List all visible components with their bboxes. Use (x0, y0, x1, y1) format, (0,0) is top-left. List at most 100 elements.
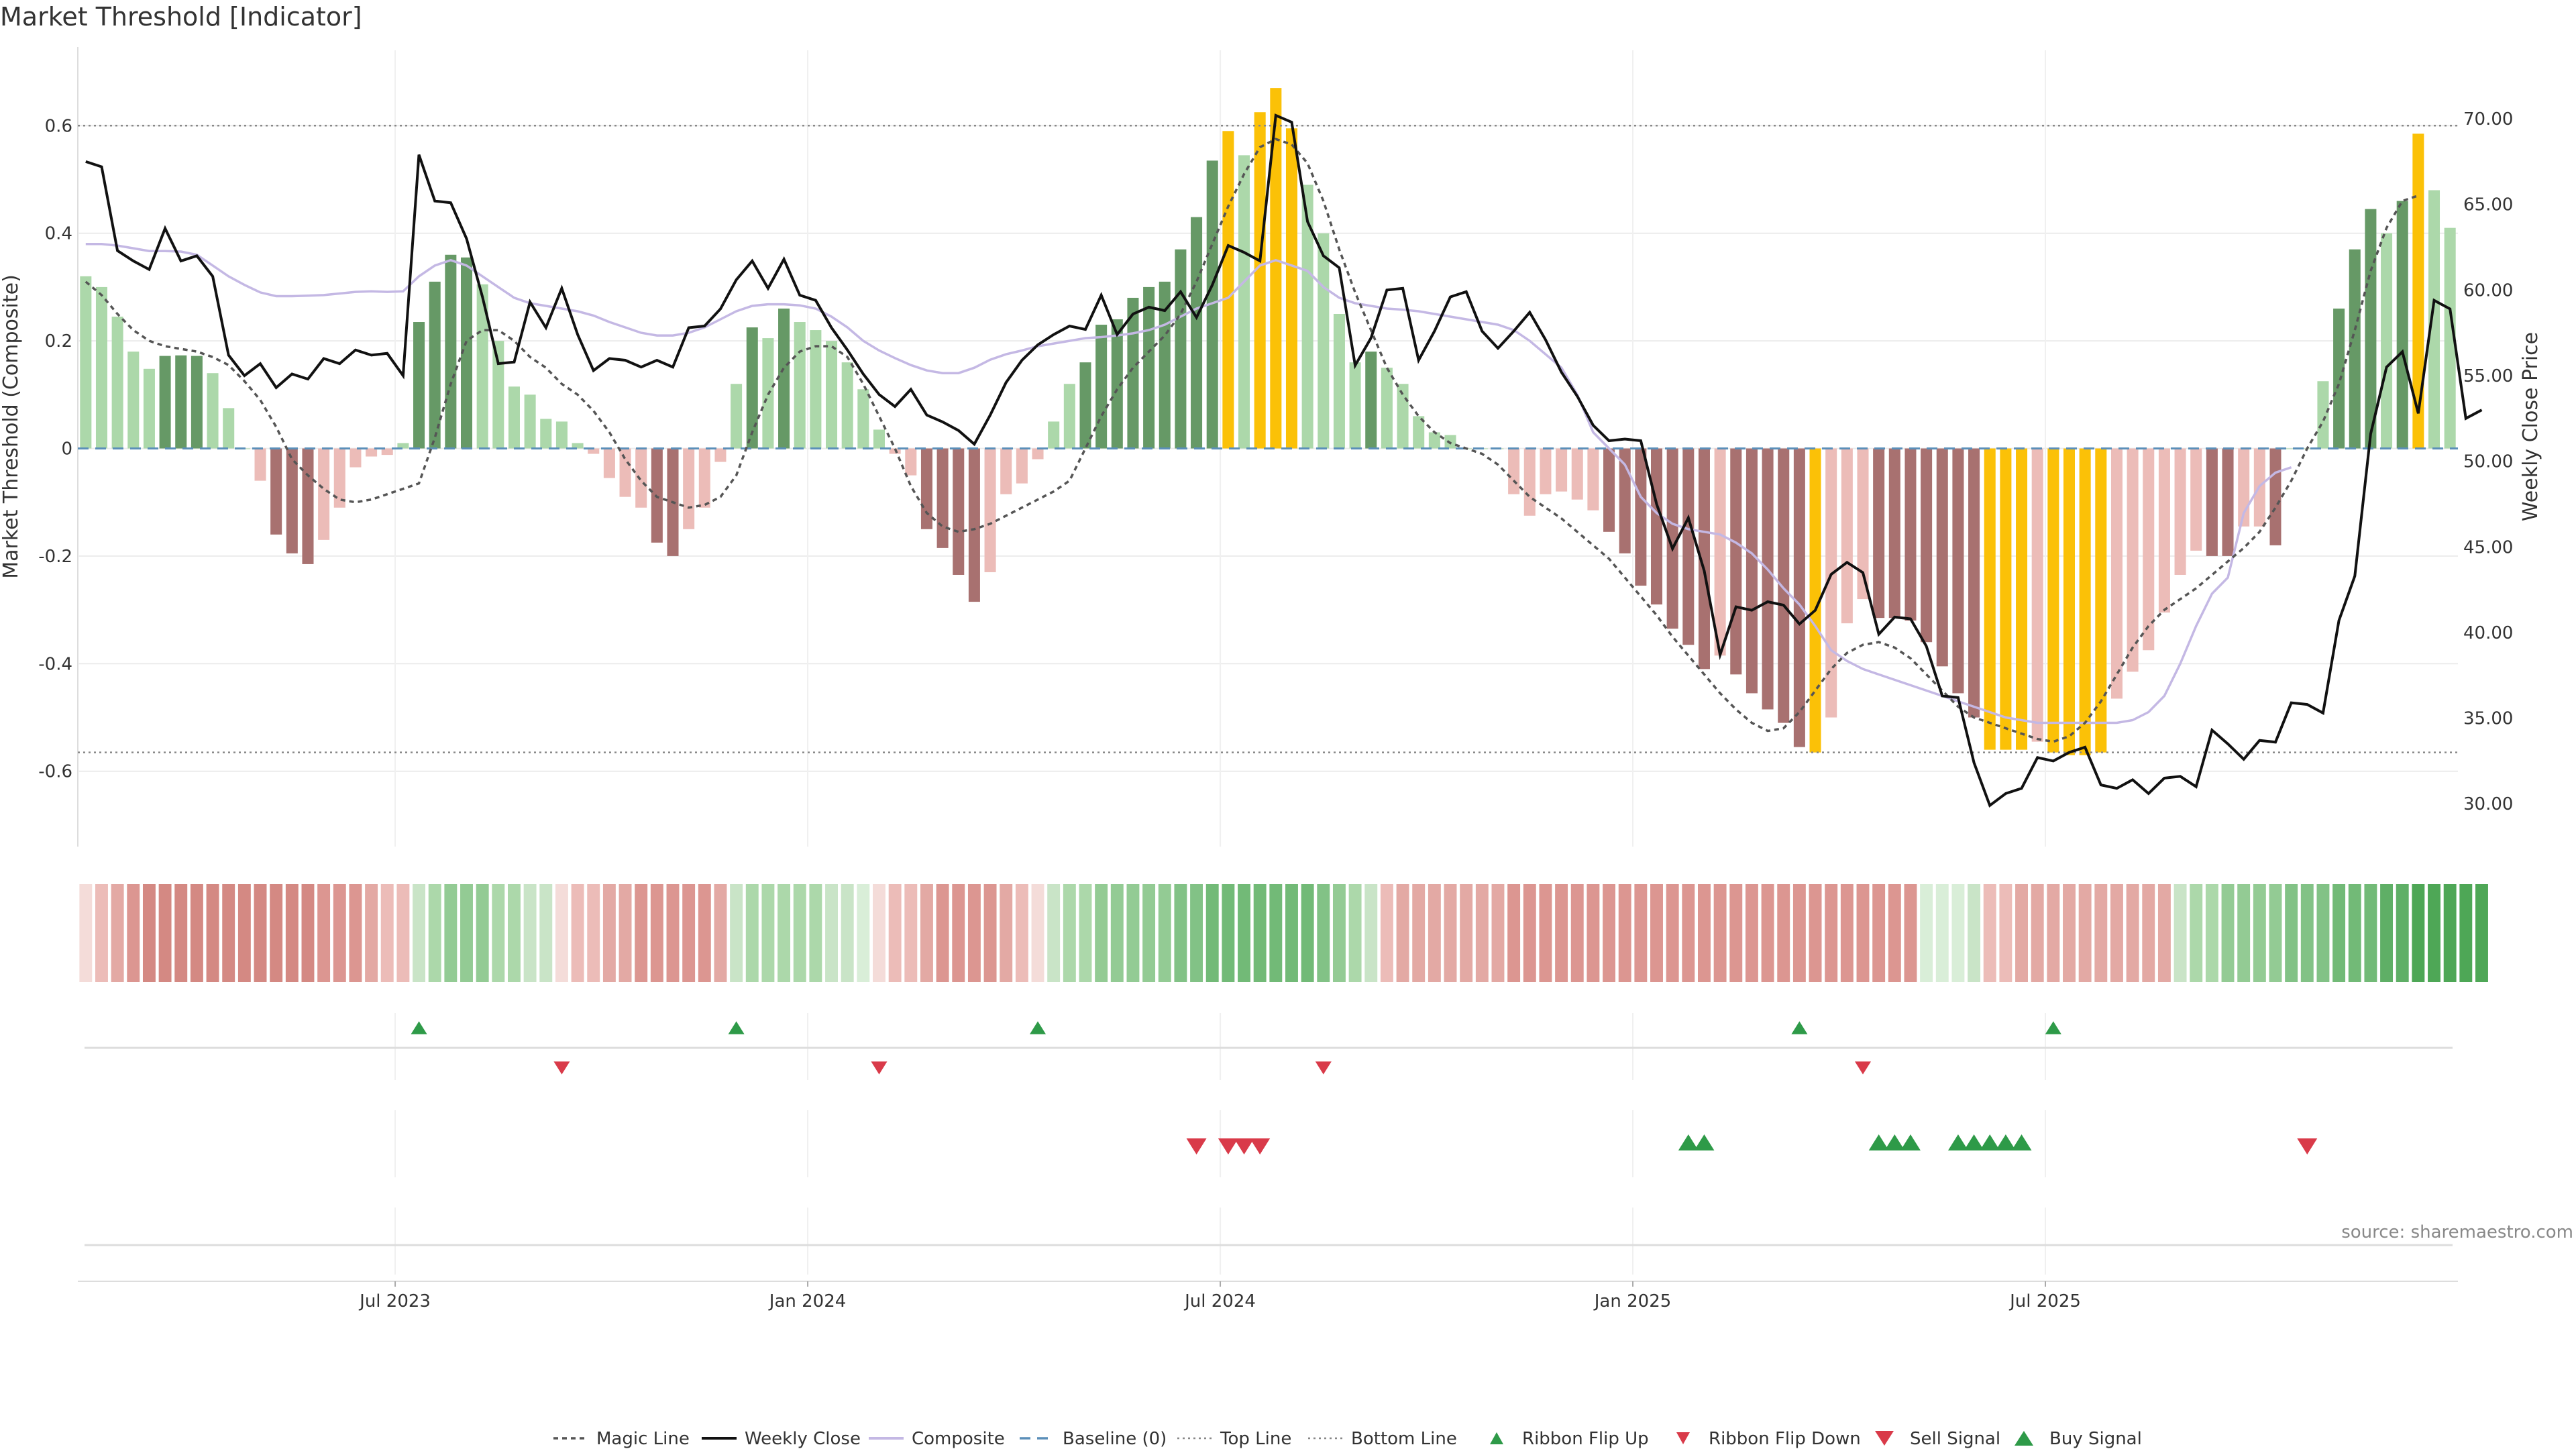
composite-bar (2317, 381, 2329, 449)
composite-bar (2063, 448, 2076, 755)
ribbon-cell (666, 884, 680, 982)
ribbon-cell (508, 884, 521, 982)
ribbon-cell (888, 884, 902, 982)
ribbon-cell (2300, 884, 2314, 982)
legend-swatch-flip-down (1676, 1432, 1690, 1444)
ribbon-cell (1983, 884, 1996, 982)
ribbon-cell (523, 884, 537, 982)
ribbon-cell (237, 884, 251, 982)
x-tick-label: Jul 2024 (1183, 1291, 1256, 1311)
ribbon-cell (1603, 884, 1616, 982)
legend-swatch-flip-up (1490, 1432, 1503, 1444)
composite-bar (2047, 448, 2059, 753)
composite-bar (714, 448, 727, 462)
composite-bar (1285, 128, 1297, 449)
composite-bar (635, 448, 647, 508)
composite-bar (1873, 448, 1885, 619)
composite-bar (1984, 448, 1996, 750)
ribbon-cell (1301, 884, 1314, 982)
ribbon-cell (1348, 884, 1362, 982)
ribbon-cell (142, 884, 156, 982)
composite-bar (2143, 448, 2155, 651)
ribbon-cell (2348, 884, 2361, 982)
right-tick-label: 70.00 (2463, 109, 2513, 129)
composite-bar (2174, 448, 2186, 575)
ribbon-cell (1539, 884, 1552, 982)
ribbon-cell (1491, 884, 1505, 982)
composite-bar (1666, 448, 1678, 629)
ribbon-cell (873, 884, 885, 982)
right-tick-label: 40.00 (2463, 623, 2513, 643)
composite-bar (1921, 448, 1933, 643)
ribbon-cell (317, 884, 331, 982)
composite-bar (1222, 131, 1234, 449)
composite-bar (223, 408, 235, 449)
ribbon-cell (761, 884, 775, 982)
ribbon-flip-up-marker (1791, 1021, 1808, 1034)
ribbon-cell (1618, 884, 1631, 982)
ribbon-cell (1428, 884, 1441, 982)
composite-bar (1650, 448, 1663, 605)
sell-signal-marker (1250, 1138, 1271, 1155)
composite-bar (731, 384, 743, 449)
ribbon-cell (1698, 884, 1711, 982)
composite-bar (111, 317, 123, 449)
composite-bar (1778, 448, 1790, 723)
ribbon-cell (1904, 884, 1917, 982)
legend-label: Sell Signal (1910, 1429, 2000, 1449)
composite-bar (968, 448, 980, 602)
composite-bar (1349, 362, 1361, 449)
composite-bar (2079, 448, 2091, 755)
composite-bar (1063, 384, 1075, 449)
ribbon-flip-up-marker (1030, 1021, 1046, 1034)
composite-bar (1571, 448, 1583, 500)
composite-bar (1301, 184, 1313, 449)
composite-bar (1587, 448, 1599, 511)
composite-bar (175, 355, 187, 449)
ribbon-cell (777, 884, 791, 982)
ribbon-cell (1031, 884, 1044, 982)
ribbon-cell (2396, 884, 2409, 982)
x-tick-label: Jan 2025 (1593, 1291, 1672, 1311)
left-tick-label: -0.6 (38, 762, 72, 782)
legend-label: Top Line (1220, 1429, 1291, 1449)
ribbon-cell (1650, 884, 1663, 982)
chart-title: Market Threshold [Indicator] (0, 2, 362, 32)
composite-bar (2095, 448, 2107, 753)
ribbon-cell (1079, 884, 1092, 982)
left-tick-label: -0.2 (38, 547, 72, 567)
composite-bar (2333, 308, 2345, 449)
sell-signal-marker (1218, 1138, 1238, 1155)
composite-bar (366, 448, 378, 457)
ribbon-cell (222, 884, 235, 982)
ribbon-cell (1570, 884, 1584, 982)
ribbon-cell (1285, 884, 1298, 982)
ribbon-cell (1444, 884, 1457, 982)
ribbon-cell (285, 884, 299, 982)
ribbon-cell (539, 884, 553, 982)
legend-label: Magic Line (596, 1429, 690, 1449)
composite-bar (603, 448, 615, 478)
ribbon-cell (635, 884, 648, 982)
x-tick-label: Jul 2023 (358, 1291, 431, 1311)
composite-bar (1540, 448, 1552, 494)
ribbon-cell (1460, 884, 1473, 982)
ribbon-cell (2332, 884, 2346, 982)
left-axis-ticks: 0.6 0.4 0.2 0 -0.2 -0.4 -0.6 (38, 116, 72, 782)
composite-bar (1191, 217, 1203, 449)
signal-markers (411, 1021, 2318, 1155)
ribbon-cell (1396, 884, 1409, 982)
composite-bar (857, 389, 869, 449)
composite-bar (413, 322, 425, 449)
composite-bar (1318, 233, 1330, 449)
composite-bar (1968, 448, 1980, 718)
ribbon-cell (967, 884, 981, 982)
composite-bar (1127, 297, 1139, 449)
ribbon-cell (1238, 884, 1250, 982)
ribbon-cell (1999, 884, 2012, 982)
composite-bar (2110, 448, 2123, 699)
composite-bar (476, 284, 488, 449)
buy-signal-marker (1995, 1134, 2016, 1150)
composite-bar (508, 386, 520, 449)
composite-bar (1556, 448, 1568, 492)
